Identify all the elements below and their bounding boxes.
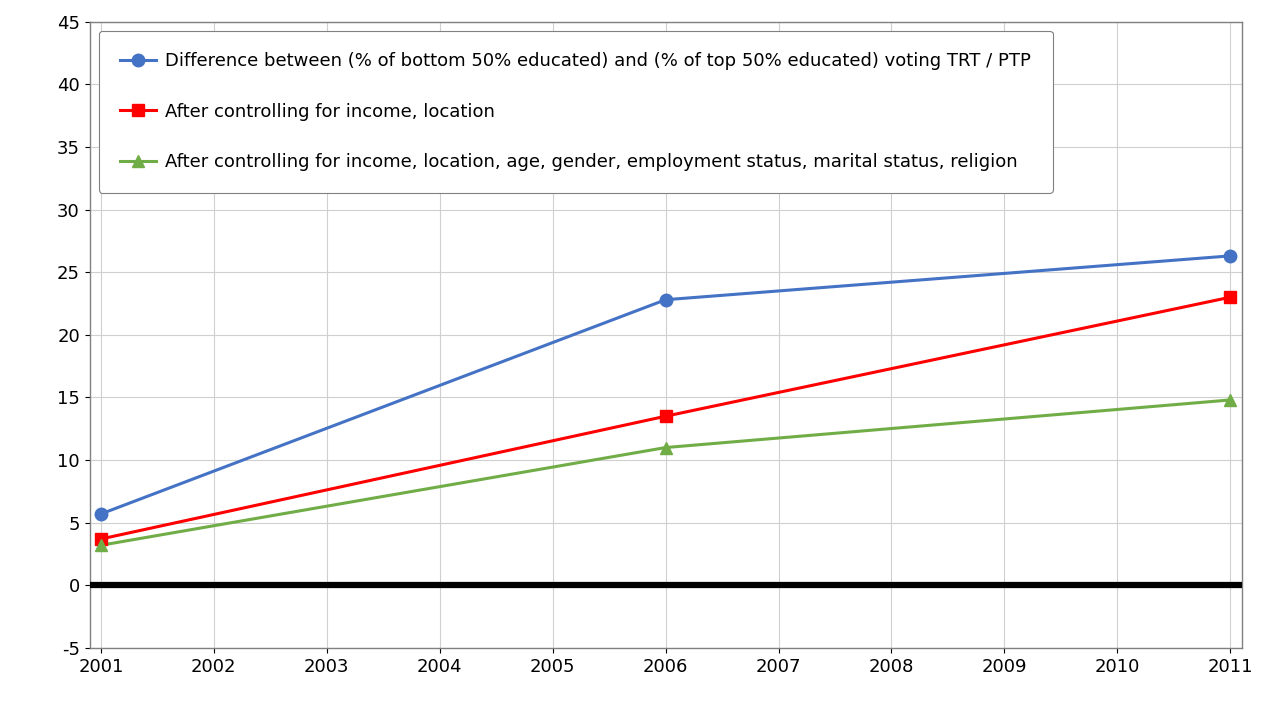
Line: After controlling for income, location, age, gender, employment status, marital status, religion: After controlling for income, location, … bbox=[95, 394, 1236, 552]
After controlling for income, location bbox=[658, 412, 673, 420]
Line: Difference between (% of bottom 50% educated) and (% of top 50% educated) voting TRT / PTP: Difference between (% of bottom 50% educ… bbox=[95, 250, 1236, 521]
Difference between (% of bottom 50% educated) and (% of top 50% educated) voting TRT / PTP bbox=[93, 510, 109, 518]
After controlling for income, location bbox=[1222, 293, 1238, 302]
After controlling for income, location, age, gender, employment status, marital status, religion bbox=[658, 444, 673, 452]
After controlling for income, location, age, gender, employment status, marital status, religion bbox=[93, 541, 109, 549]
Difference between (% of bottom 50% educated) and (% of top 50% educated) voting TRT / PTP bbox=[658, 295, 673, 304]
Difference between (% of bottom 50% educated) and (% of top 50% educated) voting TRT / PTP bbox=[1222, 251, 1238, 260]
After controlling for income, location, age, gender, employment status, marital status, religion bbox=[1222, 395, 1238, 404]
Legend: Difference between (% of bottom 50% educated) and (% of top 50% educated) voting: Difference between (% of bottom 50% educ… bbox=[99, 31, 1053, 193]
After controlling for income, location bbox=[93, 535, 109, 544]
Line: After controlling for income, location: After controlling for income, location bbox=[95, 291, 1236, 545]
